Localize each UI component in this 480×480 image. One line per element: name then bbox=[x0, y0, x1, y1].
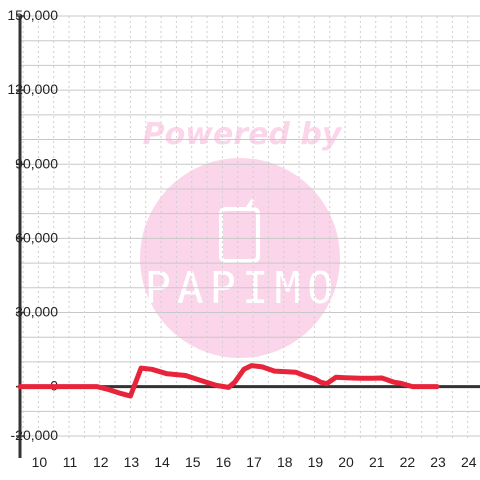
x-tick-label: 24 bbox=[461, 454, 477, 470]
y-tick-label: 150,000 bbox=[7, 7, 58, 23]
x-tick-label: 20 bbox=[338, 454, 354, 470]
y-tick-label: 90,000 bbox=[15, 155, 58, 171]
x-tick-label: 12 bbox=[93, 454, 109, 470]
watermark-caption: Powered by bbox=[143, 117, 343, 152]
x-tick-label: 14 bbox=[154, 454, 170, 470]
x-tick-label: 15 bbox=[185, 454, 201, 470]
x-tick-label: 10 bbox=[32, 454, 48, 470]
x-tick-label: 18 bbox=[277, 454, 293, 470]
x-axis-ticks: 10 11 12 13 14 15 16 17 18 19 20 21 22 23 24 bbox=[32, 454, 477, 470]
x-tick-label: 11 bbox=[63, 454, 78, 470]
x-tick-label: 13 bbox=[124, 454, 140, 470]
watermark-logo: PAPIMO bbox=[145, 263, 340, 314]
x-tick-label: 19 bbox=[308, 454, 324, 470]
x-tick-label: 16 bbox=[216, 454, 232, 470]
series-line bbox=[17, 363, 440, 399]
x-tick-label: 22 bbox=[400, 454, 416, 470]
watermark-circle bbox=[140, 158, 340, 358]
x-tick-label: 21 bbox=[369, 454, 385, 470]
y-tick-label: 60,000 bbox=[15, 229, 58, 245]
grid bbox=[20, 15, 480, 441]
y-tick-label: -20,000 bbox=[11, 427, 59, 443]
x-tick-label: 23 bbox=[430, 454, 446, 470]
powered-by-watermark: Powered by PAPIMO bbox=[140, 117, 343, 358]
x-tick-label: 17 bbox=[246, 454, 262, 470]
y-tick-label: 120,000 bbox=[7, 81, 58, 97]
series-group bbox=[17, 363, 440, 399]
y-tick-label: 30,000 bbox=[15, 304, 58, 320]
